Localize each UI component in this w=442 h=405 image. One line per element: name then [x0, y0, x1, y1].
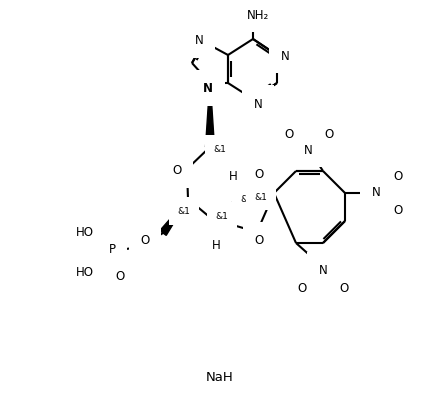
Text: &1: &1: [178, 207, 191, 216]
Text: N: N: [194, 34, 203, 47]
Text: O: O: [393, 169, 403, 182]
Text: O: O: [255, 234, 263, 247]
Text: H: H: [212, 239, 221, 252]
Text: O: O: [172, 164, 182, 177]
Text: &1: &1: [255, 192, 267, 201]
Text: N: N: [319, 264, 328, 277]
Text: O: O: [393, 203, 403, 216]
Polygon shape: [206, 84, 214, 148]
Text: &1: &1: [213, 145, 226, 154]
Text: N: N: [372, 185, 381, 198]
Text: N: N: [254, 97, 263, 110]
Text: HO: HO: [76, 265, 94, 278]
Text: O: O: [324, 128, 334, 141]
Text: &1: &1: [216, 212, 229, 221]
Text: O: O: [339, 282, 349, 295]
Text: O: O: [284, 128, 293, 141]
Text: O: O: [255, 168, 263, 181]
Text: &1: &1: [240, 195, 253, 204]
Text: N: N: [281, 49, 290, 62]
Text: NaH: NaH: [206, 371, 234, 384]
Text: P: P: [108, 243, 115, 256]
Text: N: N: [203, 82, 213, 95]
Text: O: O: [297, 282, 307, 295]
Text: O: O: [141, 234, 150, 247]
Text: N: N: [304, 143, 312, 156]
Text: HO: HO: [76, 226, 94, 239]
Polygon shape: [160, 199, 188, 236]
Polygon shape: [229, 181, 237, 200]
Text: H: H: [229, 169, 237, 182]
Text: O: O: [115, 270, 125, 283]
Text: NH₂: NH₂: [247, 9, 269, 21]
